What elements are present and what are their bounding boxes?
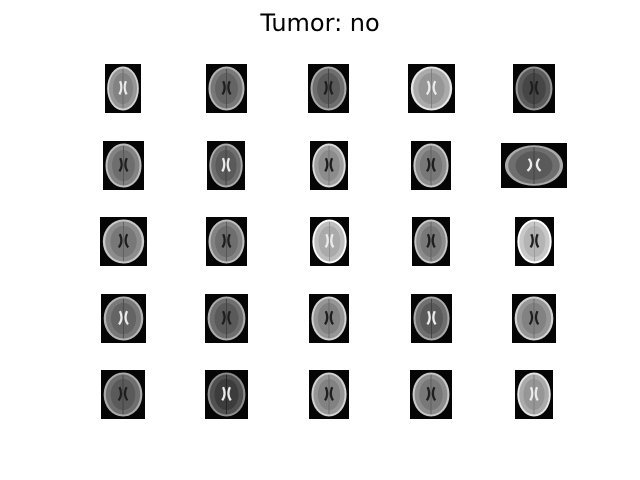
ventricles xyxy=(221,157,231,172)
ventricles xyxy=(118,310,129,326)
mri-thumbnail xyxy=(513,64,555,113)
ventricles xyxy=(426,157,436,172)
mri-thumbnail xyxy=(309,294,349,343)
mri-thumbnail xyxy=(515,370,553,419)
mri-thumbnail xyxy=(411,141,451,190)
mri-thumbnail xyxy=(100,217,147,266)
ventricles xyxy=(529,386,539,401)
mri-thumbnail xyxy=(103,141,144,190)
mri-thumbnail xyxy=(501,143,567,188)
mri-thumbnail xyxy=(205,370,248,419)
figure-title: Tumor: no xyxy=(259,9,379,37)
mri-thumbnail xyxy=(310,141,348,190)
ventricles xyxy=(528,80,540,96)
mri-thumbnail xyxy=(411,294,452,343)
mri-thumbnail xyxy=(101,294,146,343)
mri-thumbnail xyxy=(207,141,245,190)
mri-thumbnail xyxy=(310,217,349,266)
ventricles xyxy=(426,310,437,326)
mri-thumbnail xyxy=(206,64,247,113)
ventricles xyxy=(426,233,436,248)
ventricles xyxy=(526,158,542,172)
mri-thumbnail xyxy=(412,217,450,266)
ventricles xyxy=(221,310,232,326)
mri-thumbnail xyxy=(308,64,349,113)
mri-thumbnail xyxy=(408,64,455,113)
ventricles xyxy=(425,80,438,96)
mri-thumbnail xyxy=(309,370,349,419)
mri-thumbnail xyxy=(205,294,248,343)
ventricles xyxy=(118,80,128,95)
ventricles xyxy=(324,233,335,248)
ventricles xyxy=(529,233,540,248)
ventricles xyxy=(323,80,334,96)
ventricles xyxy=(221,233,232,249)
ventricles xyxy=(528,310,540,326)
mri-thumbnail xyxy=(410,370,452,419)
ventricles xyxy=(221,386,232,402)
mri-thumbnail xyxy=(206,217,247,266)
ventricles xyxy=(221,80,232,96)
ventricles xyxy=(117,233,130,249)
ventricles xyxy=(425,386,437,402)
ventricles xyxy=(324,310,334,325)
image-grid xyxy=(100,64,567,419)
mri-thumbnail xyxy=(101,370,145,419)
mri-thumbnail xyxy=(512,294,556,343)
ventricles xyxy=(324,157,334,172)
mri-thumbnail xyxy=(105,64,141,113)
mri-thumbnail xyxy=(515,217,554,266)
ventricles xyxy=(324,386,334,401)
ventricles xyxy=(118,157,129,173)
ventricles xyxy=(117,386,129,402)
